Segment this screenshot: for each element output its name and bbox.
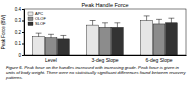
y-tick: 0.3 [15,18,24,23]
bar [141,21,153,56]
error-bar [144,16,150,21]
error-bar [90,21,96,26]
error-bar [102,23,108,28]
legend-swatch [28,17,33,21]
error-bar [168,18,174,23]
y-tick-label: 0 [18,53,21,58]
error-bar [114,23,120,28]
y-axis-line [22,10,25,56]
error-bar [60,35,66,38]
x-tick: 3-deg Slope [92,55,119,63]
series [58,18,178,55]
series [45,19,165,55]
y-tick-label: 0.2 [15,30,22,35]
y-tick-mark [22,55,24,56]
y-axis-title: Peak Force (BW) [1,14,6,49]
bar [87,25,99,55]
y-tick: 0.4 [15,7,24,12]
x-tick-label: 3-deg Slope [92,57,119,63]
legend-swatch [28,22,33,26]
y-tick-label: 0.4 [15,7,22,12]
y-tick: 0 [18,53,24,58]
x-axis: Level 3-deg Slope 6-deg Slope [25,55,187,63]
bar [99,27,111,55]
caption: Figure 6. Peak force on the handles incr… [5,65,186,80]
bars [33,16,178,55]
y-axis: 0 0.1 0.2 0.3 0.4 [15,7,25,58]
plot-frame [24,9,186,55]
series [33,16,153,55]
legend: APCOLOFSLOF [28,11,46,26]
y-tick-mark [22,32,24,33]
y-tick-mark [22,44,24,45]
y-tick-mark [22,9,24,10]
bar [45,38,57,55]
plot: 0 0.1 0.2 0.3 0.4 Level 3-deg Slope 6-deg Slope… [15,7,187,63]
error-bar [48,34,54,37]
error-bar [156,19,162,24]
legend-item: SLOF [28,21,46,26]
bar [166,23,178,55]
y-tick: 0.1 [15,41,24,46]
bar [112,27,124,55]
legend-label: SLOF [35,21,46,26]
bar [153,24,165,55]
y-tick: 0.2 [15,30,24,35]
bar [33,37,45,55]
x-tick-label: Level [45,57,57,63]
error-bar [36,33,42,36]
y-tick-label: 0.3 [15,18,22,23]
x-tick: 6-deg Slope [146,55,173,63]
x-tick: Level [45,55,57,63]
chart: 0 0.1 0.2 0.3 0.4 Level 3-deg Slope 6-deg Slope… [0,0,190,89]
bar [58,39,70,55]
x-tick-label: 6-deg Slope [146,57,173,63]
legend-swatch [28,12,33,16]
title: Peak Handle Force [81,2,128,8]
y-tick-mark [22,21,24,22]
y-tick-label: 0.1 [15,41,22,46]
